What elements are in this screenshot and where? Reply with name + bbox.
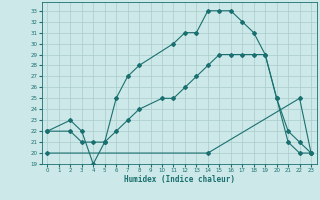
X-axis label: Humidex (Indice chaleur): Humidex (Indice chaleur) bbox=[124, 175, 235, 184]
